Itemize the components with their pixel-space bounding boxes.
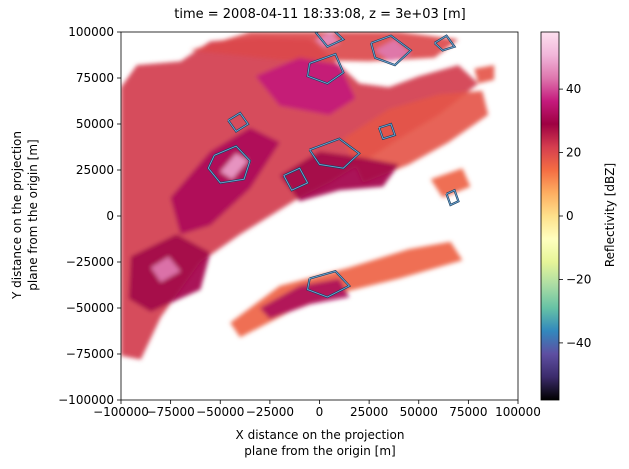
echo-region-5	[474, 65, 495, 84]
y-tick-label-7: 50000	[76, 117, 114, 131]
chart-title: time = 2008-04-11 18:33:08, z = 3e+03 [m…	[174, 7, 465, 22]
colorbar-tick-label-2: −20	[566, 272, 591, 286]
x-axis-label-line-2: plane from the origin [m]	[244, 444, 395, 458]
colorbar	[540, 31, 560, 401]
x-tick-label-1: −100000	[93, 405, 149, 419]
y-tick-label-4: −25000	[66, 255, 114, 269]
reflectivity-field	[121, 32, 495, 360]
contour-inner-line-11	[446, 189, 459, 206]
x-tick-label-9: 100000	[495, 405, 541, 419]
contour-lines	[207, 32, 460, 299]
colorbar-tick-label-4: 20	[566, 146, 581, 160]
contour-inner-line-3	[315, 32, 345, 48]
x-axis-ticks: −100000−75000 −50000 −25000 0 25000 50000 7500…	[93, 400, 541, 419]
echo-region-14	[375, 39, 411, 62]
y-tick-label-2: −75000	[66, 347, 114, 361]
x-tick-label-8: 75000	[449, 405, 487, 419]
colorbar-label: Reflectivity [dBZ]	[603, 163, 617, 267]
echo-region-11	[259, 278, 350, 319]
contour-inner-line-8	[307, 270, 351, 298]
plot-area	[121, 32, 495, 360]
y-axis-ticks: −100000 −75000 −50000 −25000 0 25000 50000 7500…	[58, 25, 121, 407]
echo-region-4	[430, 168, 471, 198]
colorbar-tick-label-1: −40	[566, 336, 591, 350]
contour-inner-line-5	[378, 123, 396, 140]
y-tick-label-8: 75000	[76, 71, 114, 85]
x-tick-label-3: −50000	[196, 405, 244, 419]
y-tick-label-9: 100000	[68, 25, 114, 39]
contour-inner-line-10	[434, 35, 456, 51]
x-tick-label-7: 50000	[400, 405, 438, 419]
y-tick-label-5: 0	[106, 209, 114, 223]
contour-inner-line-6	[309, 138, 360, 169]
echo-region-15	[150, 256, 181, 283]
y-tick-label-1: −100000	[58, 393, 114, 407]
x-tick-label-5: 0	[316, 405, 324, 419]
colorbar-tick-label-3: 0	[566, 209, 574, 223]
y-axis-label-line-2: plane from the origin [m]	[26, 139, 40, 290]
echo-region-10	[230, 241, 463, 338]
x-axis-label-line-1: X distance on the projection	[236, 428, 405, 442]
contour-inner-line-9	[283, 167, 309, 191]
contour-inner-line-2	[307, 53, 344, 85]
colorbar-ticks: −40 −20 0 20 40	[559, 82, 591, 350]
x-tick-label-2: −75000	[147, 405, 195, 419]
y-axis-label-line-1: Y distance on the projection	[10, 131, 24, 300]
x-tick-label-6: 25000	[350, 405, 388, 419]
contour-inner-line-1	[207, 145, 251, 184]
x-tick-label-4: −25000	[246, 405, 294, 419]
contour-inner-line-7	[227, 112, 249, 133]
echo-region-8	[279, 151, 399, 202]
echo-region-3	[343, 90, 489, 183]
echo-region-7	[256, 57, 356, 115]
colorbar-tick-label-5: 40	[566, 82, 581, 96]
y-tick-label-3: −50000	[66, 301, 114, 315]
contour-inner-line-4	[370, 35, 412, 66]
echo-region-12	[220, 153, 248, 180]
y-tick-label-6: 25000	[76, 163, 114, 177]
